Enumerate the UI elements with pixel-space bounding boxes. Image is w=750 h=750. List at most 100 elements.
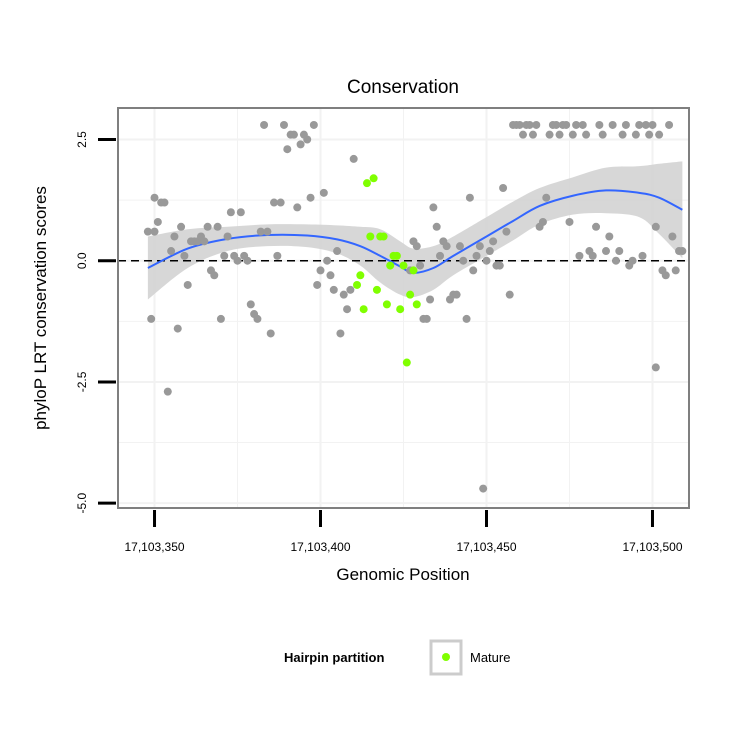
point <box>602 247 611 256</box>
point <box>505 290 514 299</box>
point-mature <box>353 280 362 289</box>
point <box>263 227 272 236</box>
y-axis-title: phyloP LRT conservation scores <box>31 186 50 430</box>
point <box>651 222 660 231</box>
point <box>651 363 660 372</box>
point <box>582 130 591 139</box>
point <box>306 193 315 202</box>
point <box>661 271 670 280</box>
point <box>253 314 262 323</box>
point <box>608 120 617 129</box>
y-tick-label: 0.0 <box>75 252 89 269</box>
point <box>432 222 441 231</box>
point <box>578 120 587 129</box>
point <box>412 242 421 251</box>
point <box>575 251 584 260</box>
point-mature <box>412 300 421 309</box>
x-tick-label: 17,103,350 <box>124 540 184 554</box>
point <box>296 140 305 149</box>
point <box>568 130 577 139</box>
point-mature <box>366 232 375 241</box>
x-tick-label: 17,103,400 <box>290 540 350 554</box>
point <box>200 237 209 246</box>
point-mature <box>386 261 395 270</box>
x-tick-label: 17,103,450 <box>456 540 516 554</box>
panel-border <box>117 107 690 509</box>
point <box>329 285 338 294</box>
point <box>528 130 537 139</box>
point <box>542 193 551 202</box>
point <box>303 135 312 144</box>
point <box>293 203 302 212</box>
point <box>203 222 212 231</box>
point <box>615 247 624 256</box>
point <box>147 314 156 323</box>
point <box>183 280 192 289</box>
point <box>495 261 504 270</box>
point <box>289 130 298 139</box>
point <box>499 184 508 192</box>
point <box>565 217 574 226</box>
point-mature <box>392 251 401 260</box>
point <box>588 251 597 260</box>
point <box>180 251 189 260</box>
point <box>150 227 159 236</box>
point <box>545 130 554 139</box>
point <box>210 271 219 280</box>
point <box>665 120 674 129</box>
point <box>465 193 474 202</box>
point <box>323 256 332 265</box>
point <box>482 256 491 265</box>
point <box>592 222 601 231</box>
point <box>279 120 288 129</box>
point <box>532 120 541 129</box>
point <box>572 120 581 129</box>
point <box>442 242 451 251</box>
point <box>143 227 152 236</box>
point <box>469 266 478 275</box>
point <box>422 314 431 323</box>
point <box>349 154 358 163</box>
point-mature <box>399 261 408 270</box>
point <box>343 305 352 314</box>
point <box>223 232 232 241</box>
point <box>678 247 687 256</box>
legend: Hairpin partition Mature <box>284 639 510 676</box>
point-mature <box>359 305 368 314</box>
point <box>429 203 438 212</box>
point-mature <box>402 358 411 367</box>
point <box>635 120 644 129</box>
point <box>525 120 534 129</box>
point <box>170 232 179 241</box>
point <box>628 256 637 265</box>
point <box>220 251 229 260</box>
point <box>555 130 564 139</box>
point <box>655 130 664 139</box>
point <box>475 242 484 251</box>
point <box>270 198 279 207</box>
point <box>595 120 604 129</box>
legend-label-mature: Mature <box>470 650 510 665</box>
point <box>216 314 225 323</box>
point <box>346 285 355 294</box>
x-axis-title: Genomic Position <box>336 565 469 584</box>
point <box>519 130 528 139</box>
point <box>319 188 328 197</box>
point <box>173 324 182 333</box>
point <box>339 290 348 299</box>
point <box>283 145 292 154</box>
point <box>213 222 222 231</box>
point-mature <box>382 300 391 309</box>
point <box>641 120 650 129</box>
point <box>452 290 461 299</box>
point <box>273 251 282 260</box>
point <box>485 247 494 256</box>
point <box>150 193 159 202</box>
axes: 17,103,350 17,103,400 17,103,450 17,103,500… <box>75 131 683 554</box>
point <box>233 256 242 265</box>
point <box>416 261 425 270</box>
point <box>236 208 245 217</box>
point <box>462 314 471 323</box>
point-mature <box>369 174 378 183</box>
